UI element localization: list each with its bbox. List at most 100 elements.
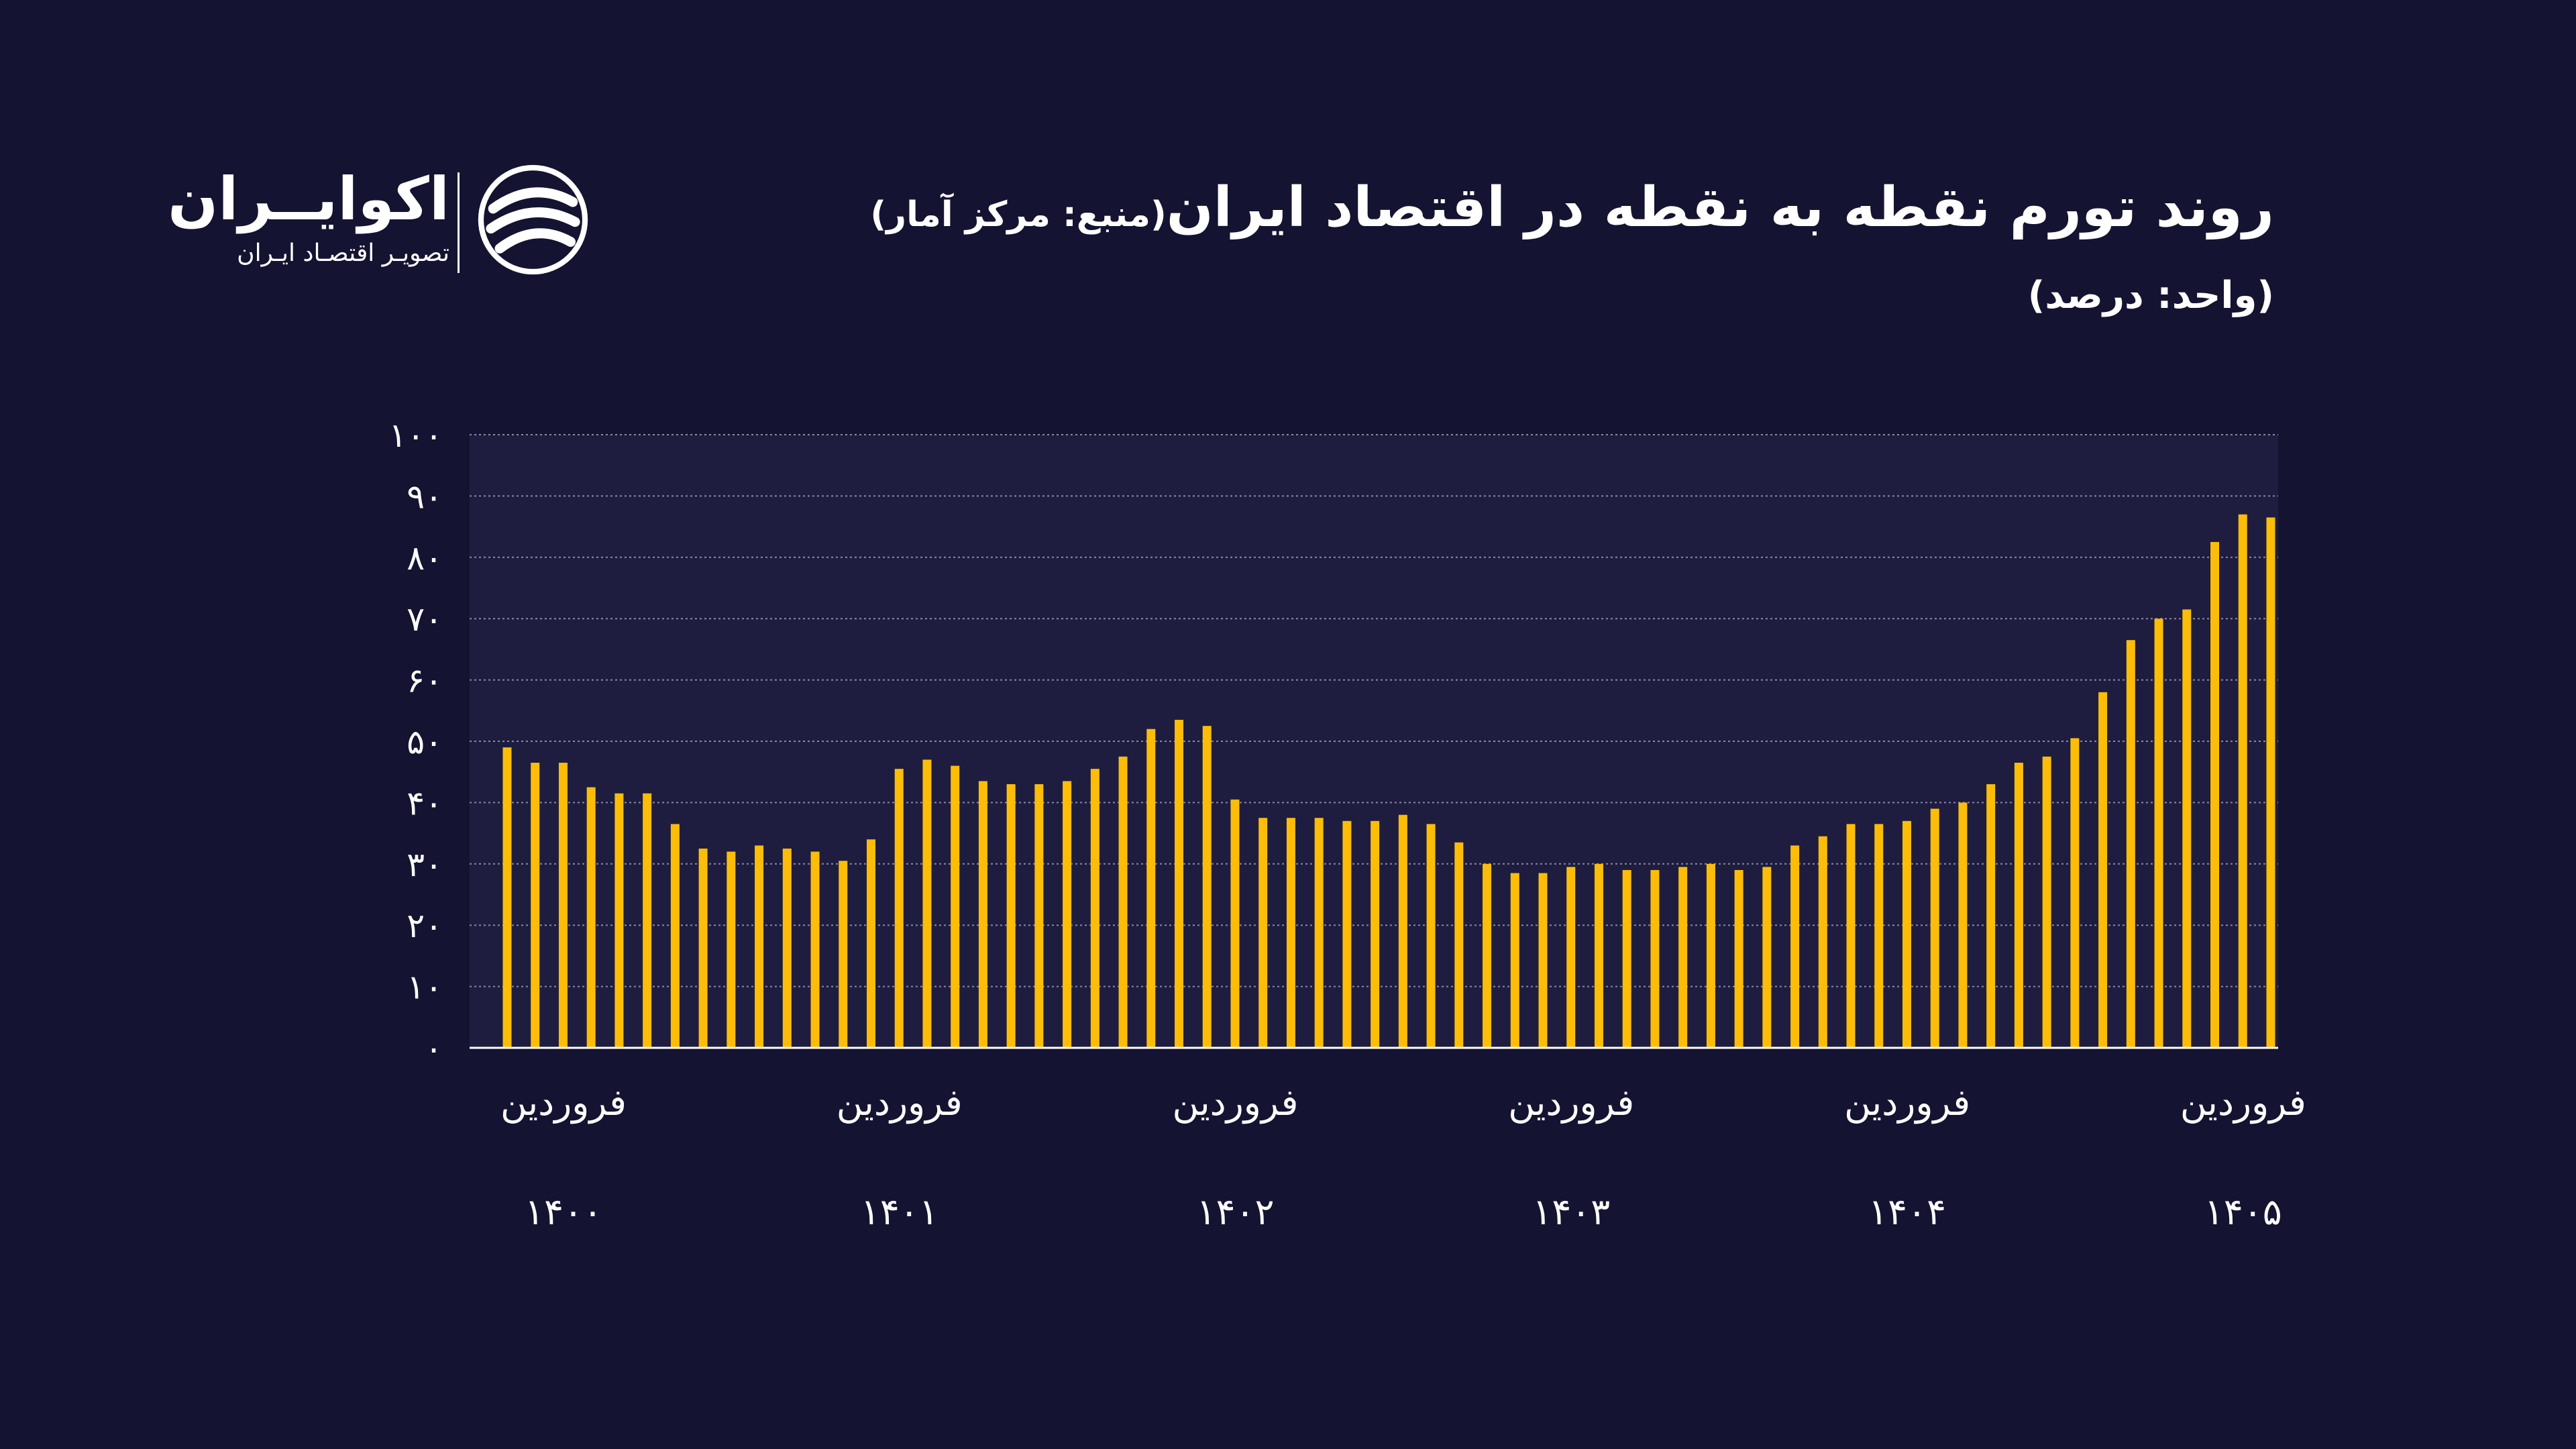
y-tick-label: ۲۰ (407, 906, 443, 945)
x-month-label: فروردین (2180, 1081, 2306, 1124)
bar (1371, 820, 1380, 1048)
bar (1874, 824, 1884, 1048)
y-tick-label: ۸۰ (407, 539, 443, 578)
bar (1146, 729, 1156, 1048)
bar (531, 762, 540, 1048)
bar (2154, 619, 2163, 1048)
bar (1510, 873, 1519, 1048)
x-month-label: فروردین (837, 1081, 963, 1124)
bar (782, 848, 792, 1048)
bar (1538, 873, 1548, 1048)
y-tick-label: ۶۰ (407, 661, 443, 700)
y-tick-label: ۴۰ (407, 784, 443, 822)
bar (1483, 863, 1492, 1048)
x-year-label: ۱۴۰۵ (2204, 1191, 2282, 1233)
x-month-label: فروردین (500, 1081, 627, 1124)
x-year-label: ۱۴۰۲ (1197, 1191, 1275, 1233)
x-month-label: فروردین (1508, 1081, 1634, 1124)
bar (1818, 836, 1827, 1048)
x-year-label: ۱۴۰۱ (861, 1191, 938, 1233)
brand-divider (458, 172, 460, 273)
x-axis-labels: فروردین ۱۴۰۰ فروردین ۱۴۰۱ فروردین ۱۴۰۲ فروردین… (500, 1081, 2306, 1233)
bar (1090, 769, 1099, 1048)
bar (1706, 863, 1715, 1048)
x-month-label: فروردین (1173, 1081, 1299, 1124)
bar (1118, 756, 1128, 1048)
bar (1230, 799, 1240, 1048)
bar (1202, 726, 1212, 1048)
bar (2210, 541, 2220, 1048)
bar (2182, 609, 2192, 1048)
chart-title: روند تورم نقطه به نقطه در اقتصاد ایران(م… (870, 176, 2274, 239)
bar (1986, 784, 1996, 1048)
bar (1958, 802, 1968, 1048)
bar (558, 762, 568, 1048)
bar (2070, 738, 2080, 1048)
brand-logo: اکوایــران تصویـر اقتصـاد ایـران (168, 164, 590, 278)
bar (643, 793, 652, 1048)
bar (698, 848, 708, 1048)
bar (922, 759, 932, 1048)
bar (1622, 869, 1631, 1048)
x-month-label: فروردین (1844, 1081, 1970, 1124)
chart-source: (منبع: مرکز آمار) (870, 195, 1167, 235)
bar (839, 861, 848, 1048)
chart-title-text: روند تورم نقطه به نقطه در اقتصاد ایران (1166, 176, 2274, 239)
y-tick-label: ۵۰ (407, 722, 443, 761)
bar (755, 845, 764, 1048)
bar (2042, 756, 2051, 1048)
bar (670, 824, 680, 1048)
bar (1286, 818, 1295, 1048)
bar (1034, 784, 1044, 1048)
bar (2238, 514, 2247, 1048)
bar (1902, 820, 1911, 1048)
bar (1678, 867, 1688, 1048)
bar (2126, 640, 2135, 1048)
y-tick-label: ۳۰ (407, 845, 443, 884)
bar (1566, 867, 1576, 1048)
bar (2014, 762, 2023, 1048)
bar (1006, 784, 1016, 1048)
bar (1342, 820, 1352, 1048)
bar (1846, 824, 1856, 1048)
bar (2098, 692, 2108, 1048)
gridlines (470, 434, 2278, 987)
bar (1790, 845, 1800, 1048)
bar (810, 851, 820, 1048)
brand-name: اکوایــران (168, 164, 449, 233)
bar (1454, 842, 1464, 1048)
bar (1930, 808, 1939, 1048)
bar (1063, 781, 1072, 1048)
y-tick-label: ۷۰ (407, 600, 443, 639)
bar (727, 851, 736, 1048)
bar (1734, 869, 1743, 1048)
bar (1650, 869, 1660, 1048)
y-tick-label: ۱۰ (407, 968, 443, 1007)
y-axis-ticks: ۰ ۱۰ ۲۰ ۳۰ ۴۰ ۵۰ ۶۰ ۷۰ ۸۰ ۹۰ ۱۰۰ (388, 416, 443, 1068)
ecoiran-swirl-icon (478, 164, 588, 275)
bar (586, 787, 596, 1048)
bar (614, 793, 624, 1048)
bar (1762, 867, 1772, 1048)
chart-unit: (واحد: درصد) (2027, 274, 2274, 317)
bar (502, 747, 512, 1048)
y-tick-label: ۰ (425, 1029, 443, 1068)
bar (894, 769, 904, 1048)
bar-series (502, 514, 2275, 1048)
bar (2266, 517, 2275, 1048)
x-year-label: ۱۴۰۳ (1532, 1191, 1610, 1233)
brand-tagline: تصویـر اقتصـاد ایـران (237, 239, 449, 267)
bar (1398, 814, 1407, 1048)
bar (951, 765, 960, 1048)
y-tick-label: ۹۰ (407, 477, 443, 516)
x-year-label: ۱۴۰۴ (1868, 1191, 1946, 1233)
bar (978, 781, 987, 1048)
bar (1426, 824, 1436, 1048)
bar (1594, 863, 1603, 1048)
bar (1258, 818, 1268, 1048)
bar (866, 839, 875, 1048)
y-tick-label: ۱۰۰ (388, 416, 443, 455)
bar (1175, 720, 1184, 1048)
bar (1314, 818, 1324, 1048)
